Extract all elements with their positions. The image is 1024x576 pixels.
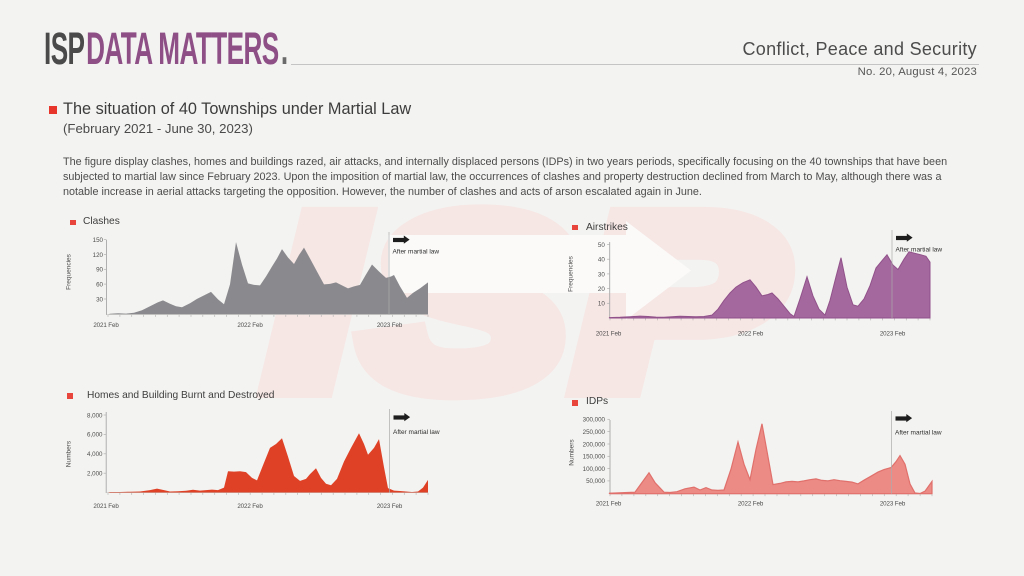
svg-text:2023 Feb: 2023 Feb [880, 331, 906, 338]
svg-text:2023 Feb: 2023 Feb [377, 503, 403, 510]
svg-text:150,000: 150,000 [583, 454, 606, 461]
svg-text:4,000: 4,000 [87, 451, 103, 458]
svg-text:2021 Feb: 2021 Feb [596, 331, 622, 338]
svg-text:After martial law: After martial law [393, 429, 440, 436]
svg-text:2022 Feb: 2022 Feb [738, 331, 764, 338]
svg-text:200,000: 200,000 [583, 441, 606, 448]
svg-text:50: 50 [598, 242, 605, 249]
svg-text:300,000: 300,000 [583, 417, 606, 424]
svg-text:2022 Feb: 2022 Feb [237, 322, 263, 329]
svg-text:2023 Feb: 2023 Feb [377, 322, 403, 329]
svg-text:Numbers: Numbers [569, 439, 576, 466]
svg-text:30: 30 [96, 296, 103, 303]
svg-text:After martial law: After martial law [895, 429, 942, 436]
svg-text:After martial law: After martial law [393, 248, 440, 255]
svg-text:2022 Feb: 2022 Feb [738, 501, 764, 508]
svg-text:40: 40 [598, 257, 605, 264]
svg-text:150: 150 [93, 237, 104, 244]
svg-text:2021 Feb: 2021 Feb [93, 322, 119, 329]
svg-text:30: 30 [598, 271, 605, 278]
svg-text:2022 Feb: 2022 Feb [237, 503, 263, 510]
svg-text:Frequencies: Frequencies [568, 255, 575, 292]
svg-text:100,000: 100,000 [583, 466, 606, 473]
svg-text:2021 Feb: 2021 Feb [596, 501, 622, 508]
svg-text:250,000: 250,000 [583, 429, 606, 436]
svg-text:2,000: 2,000 [87, 471, 103, 478]
svg-text:Frequencies: Frequencies [66, 253, 73, 290]
svg-text:10: 10 [598, 301, 605, 308]
svg-text:8,000: 8,000 [87, 412, 103, 419]
svg-text:120: 120 [93, 252, 104, 259]
svg-text:20: 20 [598, 286, 605, 293]
svg-text:6,000: 6,000 [87, 432, 103, 439]
svg-text:2023 Feb: 2023 Feb [880, 501, 906, 508]
svg-text:50,000: 50,000 [586, 478, 605, 485]
svg-text:60: 60 [96, 281, 103, 288]
svg-text:2021 Feb: 2021 Feb [93, 503, 119, 510]
svg-text:Numbers: Numbers [66, 440, 73, 467]
svg-text:90: 90 [96, 267, 103, 274]
svg-text:After martial law: After martial law [896, 246, 943, 253]
